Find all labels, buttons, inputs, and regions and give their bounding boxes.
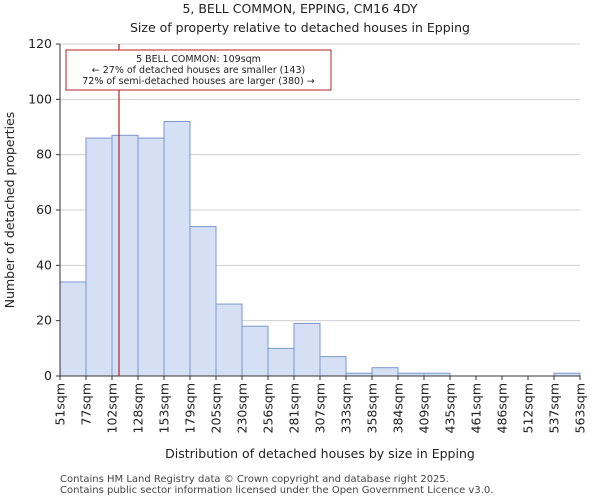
bar-102sqm xyxy=(111,134,139,377)
x-tick-label-205sqm: 205sqm xyxy=(209,383,224,433)
footer-line2: Contains public sector information licen… xyxy=(60,485,494,496)
x-tick-label-179sqm: 179sqm xyxy=(183,383,198,433)
bar-256sqm xyxy=(267,347,295,377)
annotation-smaller-text: ← 27% of detached houses are smaller (14… xyxy=(92,65,305,76)
x-tick-label-307sqm: 307sqm xyxy=(313,383,328,433)
bar-205sqm xyxy=(215,303,243,377)
x-tick-label-230sqm: 230sqm xyxy=(235,383,250,433)
bar-179sqm xyxy=(189,226,217,377)
x-tick-label-563sqm: 563sqm xyxy=(573,383,588,433)
y-tick-labels: 0 20 40 60 80 100 120 xyxy=(28,36,60,383)
x-tick-label-537sqm: 537sqm xyxy=(547,383,562,433)
bar-128sqm xyxy=(137,137,165,377)
footer-line1: Contains HM Land Registry data © Crown c… xyxy=(60,474,449,485)
bar-153sqm xyxy=(163,120,191,377)
x-tick-label-102sqm: 102sqm xyxy=(105,383,120,433)
bar-51sqm xyxy=(59,281,87,377)
bar-77sqm xyxy=(85,137,113,377)
x-tick-label-77sqm: 77sqm xyxy=(79,383,94,426)
marker-layer: 5 BELL COMMON: 109sqm← 27% of detached h… xyxy=(65,44,332,376)
y-tick-label-100: 100 xyxy=(28,91,52,106)
chart-title-line1: 5, BELL COMMON, EPPING, CM16 4DY xyxy=(182,1,417,16)
y-tick-label-40: 40 xyxy=(36,257,52,272)
x-axis-label: Distribution of detached houses by size … xyxy=(165,446,475,461)
y-axis-label: Number of detached properties xyxy=(2,112,17,309)
y-tick-label-120: 120 xyxy=(28,36,52,51)
x-tick-label-486sqm: 486sqm xyxy=(495,383,510,433)
x-tick-label-333sqm: 333sqm xyxy=(339,383,354,433)
x-tick-label-281sqm: 281sqm xyxy=(287,383,302,433)
x-tick-label-384sqm: 384sqm xyxy=(391,383,406,433)
x-tick-label-435sqm: 435sqm xyxy=(443,383,458,433)
bar-307sqm xyxy=(319,356,347,377)
annotation-box xyxy=(65,49,332,91)
annotation-title: 5 BELL COMMON: 109sqm xyxy=(136,54,261,65)
x-tick-label-51sqm: 51sqm xyxy=(53,383,68,426)
x-tick-label-461sqm: 461sqm xyxy=(469,383,484,433)
x-tick-labels: 51sqm 77sqm 102sqm 128sqm 153sqm 179sqm 205sqm… xyxy=(53,376,588,433)
annotation-larger-text: 72% of semi-detached houses are larger (… xyxy=(82,76,315,87)
histogram-chart: 5, BELL COMMON, EPPING, CM16 4DY Size of… xyxy=(2,1,588,461)
chart-title-line2: Size of property relative to detached ho… xyxy=(130,20,470,35)
x-tick-label-256sqm: 256sqm xyxy=(261,383,276,433)
y-tick-label-20: 20 xyxy=(36,313,52,328)
bar-358sqm xyxy=(371,367,399,377)
x-tick-label-512sqm: 512sqm xyxy=(521,383,536,433)
y-tick-label-80: 80 xyxy=(36,147,52,162)
x-tick-label-153sqm: 153sqm xyxy=(157,383,172,433)
x-tick-label-409sqm: 409sqm xyxy=(417,383,432,433)
bar-230sqm xyxy=(241,325,269,377)
x-tick-label-358sqm: 358sqm xyxy=(365,383,380,433)
x-tick-label-128sqm: 128sqm xyxy=(131,383,146,433)
bar-281sqm xyxy=(293,322,321,377)
bars xyxy=(59,120,581,377)
y-tick-label-60: 60 xyxy=(36,202,52,217)
y-tick-label-0: 0 xyxy=(44,368,52,383)
